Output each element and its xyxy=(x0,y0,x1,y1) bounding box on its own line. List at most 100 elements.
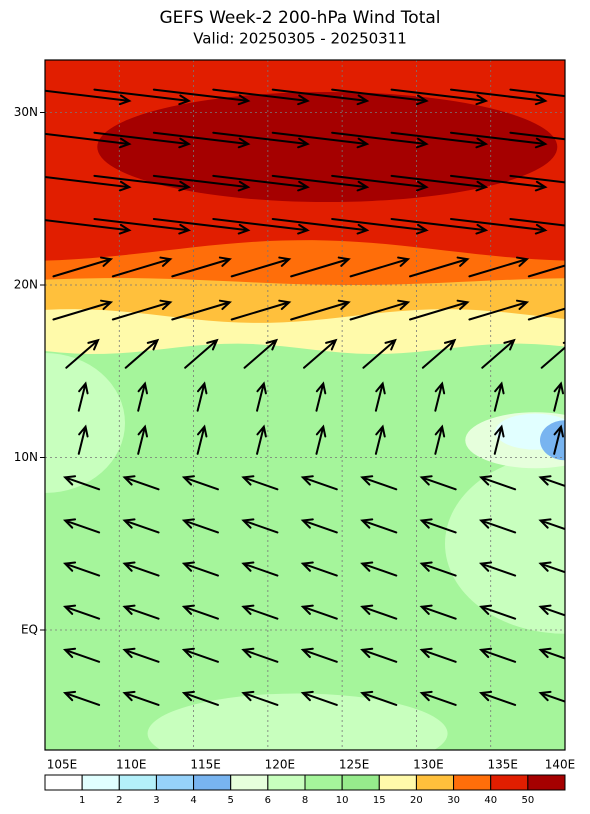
wind-arrow xyxy=(184,338,219,369)
wind-arrow xyxy=(331,131,429,149)
colorbar-label: 3 xyxy=(153,795,159,806)
wind-arrow xyxy=(122,475,160,491)
lon-label: 110E xyxy=(116,758,147,772)
wind-arrow xyxy=(538,561,565,574)
shade-light xyxy=(147,693,448,750)
wind-arrow xyxy=(509,88,565,98)
wind-arrow xyxy=(62,604,101,620)
wind-arrow xyxy=(390,174,489,192)
wind-arrow xyxy=(181,475,219,491)
wind-arrow xyxy=(374,424,386,455)
colorbar-label: 6 xyxy=(265,795,271,806)
wind-arrow xyxy=(241,604,279,620)
wind-arrow xyxy=(419,475,457,491)
colorbar-box xyxy=(267,774,306,791)
wind-arrow xyxy=(360,518,398,534)
wind-arrow xyxy=(171,299,232,321)
axis-labels: 30N 20N 10N EQ 105E 110E 115E 120E 125E 130E 135E 1… xyxy=(14,105,576,772)
wind-arrow xyxy=(230,256,292,278)
colorbar-label: 20 xyxy=(410,795,423,806)
colorbar-box xyxy=(490,774,529,791)
wind-arrow xyxy=(478,647,517,663)
wind-arrow xyxy=(478,690,517,706)
colorbar-box xyxy=(415,774,455,791)
colorbar-box xyxy=(44,774,83,791)
wind-arrow xyxy=(122,690,160,706)
wind-arrow xyxy=(152,217,251,235)
colorbar-box xyxy=(155,774,195,791)
wind-arrow xyxy=(374,381,386,412)
wind-arrow xyxy=(271,174,370,192)
colorbar-box xyxy=(304,774,343,791)
colorbar-box xyxy=(118,774,157,791)
wind-arrow xyxy=(241,518,279,534)
colorbar-box xyxy=(230,774,269,791)
wind-arrow xyxy=(45,89,132,106)
wind-arrow xyxy=(271,88,370,106)
wind-arrow xyxy=(300,518,338,534)
wind-arrow xyxy=(538,518,565,531)
colorbar-box xyxy=(193,774,232,791)
wind-arrow xyxy=(65,338,100,369)
wind-arrow xyxy=(421,338,457,369)
lat-label: 20N xyxy=(14,278,38,292)
wind-arrow xyxy=(181,647,219,663)
wind-arrow xyxy=(212,217,310,235)
wind-arrow xyxy=(212,88,310,106)
wind-arrow xyxy=(449,88,548,106)
wind-arrow xyxy=(122,604,160,620)
wind-arrow xyxy=(300,647,338,663)
wind-arrow xyxy=(77,381,89,412)
wind-arrow xyxy=(408,299,470,321)
lon-label: 120E xyxy=(265,758,296,772)
wind-arrow xyxy=(241,561,279,577)
wind-arrow xyxy=(553,381,565,412)
shade-light xyxy=(45,353,125,493)
wind-arrow xyxy=(62,647,101,663)
colorbar-box xyxy=(341,774,380,791)
wind-arrow xyxy=(478,518,517,534)
colorbar-box xyxy=(378,774,417,791)
colorbar-label: 8 xyxy=(302,795,308,806)
wind-arrow xyxy=(434,381,446,412)
wind-arrow xyxy=(152,88,251,106)
wind-arrow xyxy=(93,131,192,149)
wind-arrow xyxy=(538,647,565,660)
wind-arrow xyxy=(478,561,517,577)
title: GEFS Week-2 200-hPa Wind Total xyxy=(159,8,440,28)
colorbar: 1 2 3 4 5 6 8 10 15 20 30 40 50 xyxy=(44,774,566,806)
wind-arrow xyxy=(390,131,489,149)
wind-arrow xyxy=(181,604,219,620)
wind-arrow xyxy=(360,690,398,706)
colorbar-label: 50 xyxy=(521,795,534,806)
wind-arrow xyxy=(538,690,565,703)
wind-arrow xyxy=(45,176,132,192)
wind-arrow xyxy=(256,424,267,455)
colorbar-label: 5 xyxy=(228,795,234,806)
wind-arrow xyxy=(290,256,351,278)
wind-arrow xyxy=(360,475,398,491)
wind-arrow xyxy=(196,381,208,412)
wind-arrow xyxy=(137,424,149,455)
colorbar-box xyxy=(81,774,120,791)
wind-arrow xyxy=(419,561,457,577)
wind-arrow xyxy=(315,424,327,455)
colorbar-label: 30 xyxy=(447,795,460,806)
colorbar-label: 15 xyxy=(373,795,386,806)
wind-arrow xyxy=(538,604,565,617)
wind-arrow xyxy=(290,299,351,321)
wind-arrow xyxy=(62,518,101,534)
wind-arrow xyxy=(419,647,457,663)
wind-arrow xyxy=(45,219,132,235)
lon-label: 125E xyxy=(339,758,370,772)
wind-arrow xyxy=(241,690,279,706)
wind-arrow xyxy=(111,256,173,278)
wind-arrow xyxy=(256,381,267,412)
wind-arrow xyxy=(449,131,548,149)
wind-arrow xyxy=(300,690,338,706)
wind-arrow xyxy=(478,475,517,491)
wind-arrow xyxy=(181,690,219,706)
wind-arrow xyxy=(122,647,160,663)
shade-core xyxy=(97,92,558,202)
wind-arrow xyxy=(553,424,565,455)
